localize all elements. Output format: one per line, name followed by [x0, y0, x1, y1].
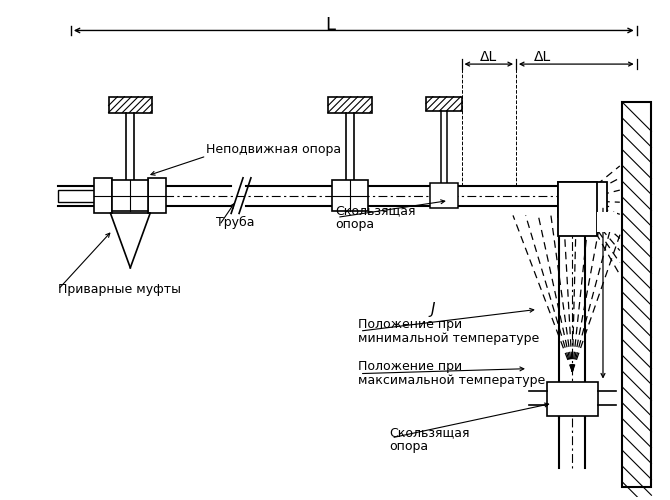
Text: ΔL: ΔL	[534, 50, 551, 64]
Bar	[557, 182, 597, 236]
Bar	[597, 212, 617, 232]
Text: опора: опора	[335, 218, 374, 231]
Bar	[109, 96, 152, 112]
Bar	[426, 96, 462, 110]
Bar	[94, 178, 111, 214]
Bar	[113, 180, 148, 212]
Text: Приварные муфты: Приварные муфты	[58, 283, 181, 296]
Text: Скользящая: Скользящая	[335, 204, 415, 217]
Text: ΔL: ΔL	[480, 50, 497, 64]
Bar	[58, 190, 152, 202]
Bar	[328, 96, 372, 112]
Text: максимальной температуре: максимальной температуре	[358, 374, 545, 387]
Text: Положение при: Положение при	[358, 360, 462, 373]
Text: Скользящая: Скользящая	[389, 426, 470, 440]
Text: Положение при: Положение при	[358, 318, 462, 330]
Bar	[557, 182, 607, 218]
Text: опора: опора	[389, 440, 429, 454]
Text: J: J	[431, 302, 436, 317]
Text: Труба: Труба	[216, 216, 255, 229]
Bar	[547, 382, 598, 416]
Bar	[622, 102, 651, 488]
Bar	[148, 178, 166, 214]
Text: L: L	[325, 16, 335, 34]
Text: Неподвижная опора: Неподвижная опора	[206, 142, 342, 156]
Text: минимальной температуре: минимальной температуре	[358, 332, 539, 344]
Bar	[430, 183, 458, 208]
Bar	[332, 180, 368, 212]
